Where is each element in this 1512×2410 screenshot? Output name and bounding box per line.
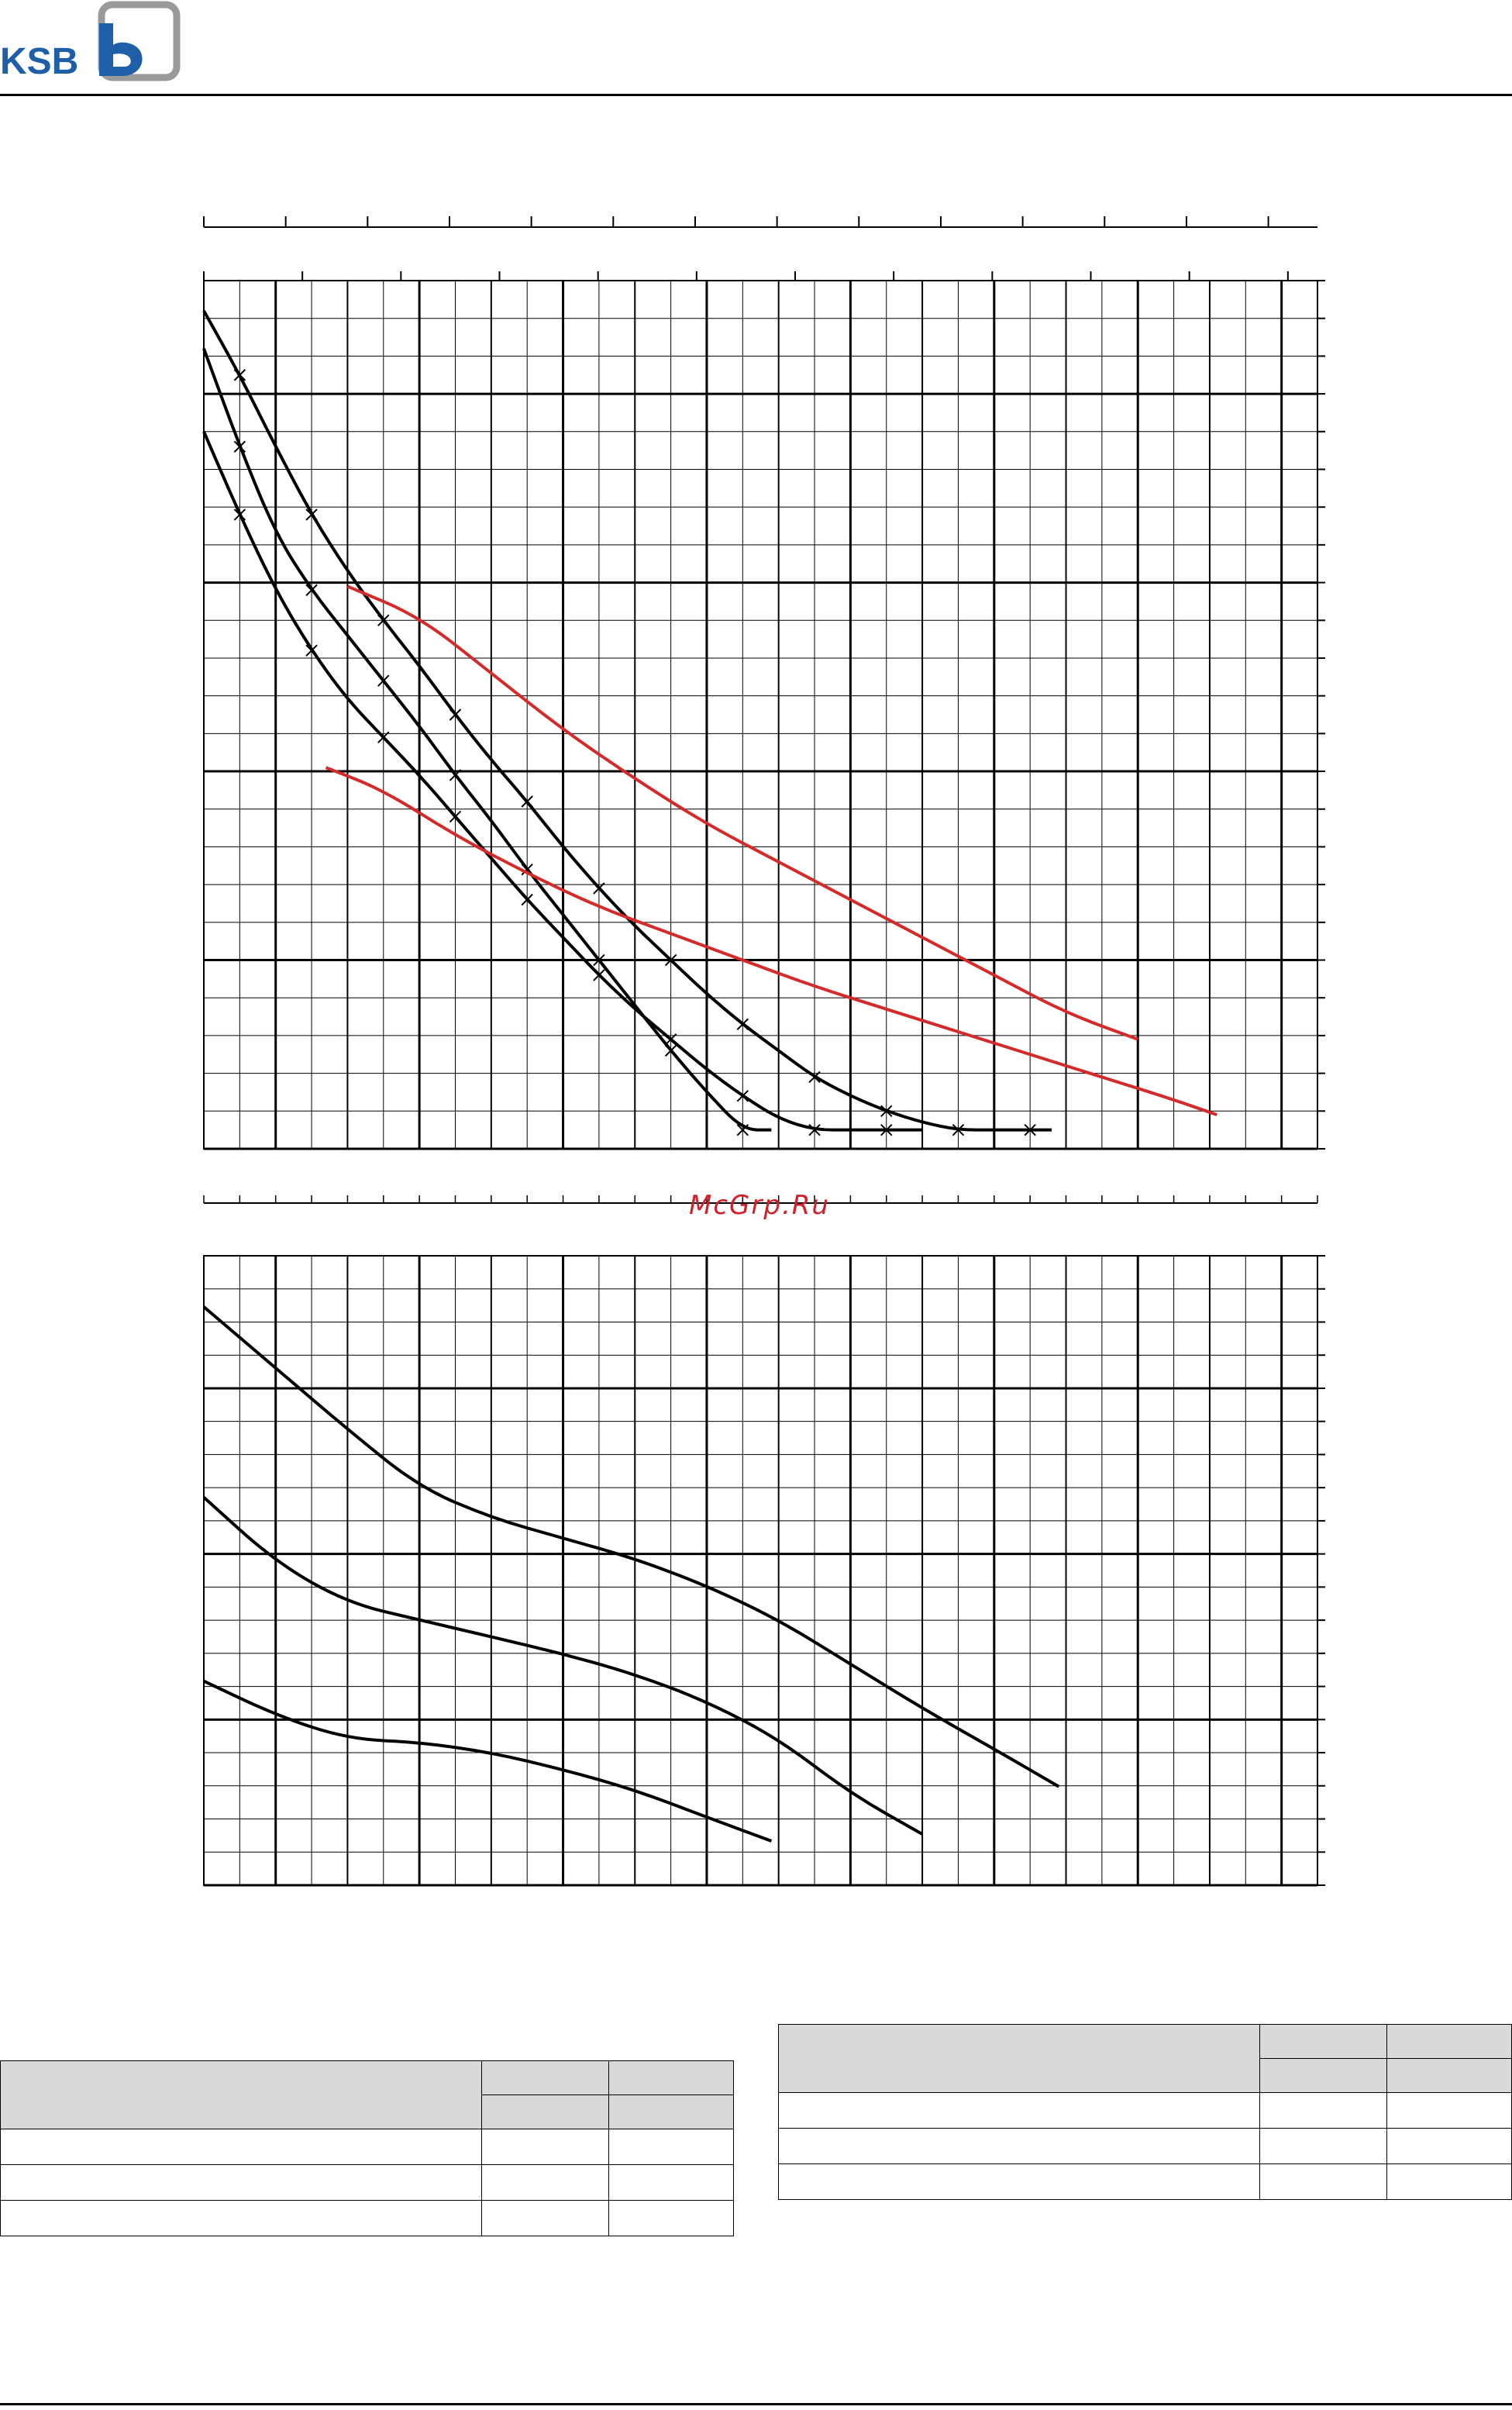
watermark-text: McGrp.Ru (689, 1190, 830, 1221)
table-right-cell (778, 2163, 1260, 2200)
series-marker-1 (593, 969, 605, 981)
series-marker-2 (377, 614, 390, 626)
table-right-cell (1259, 2163, 1387, 2200)
series-marker-0 (233, 440, 246, 453)
series-line-0 (203, 1679, 773, 1843)
table-left-cell (0, 2129, 482, 2165)
table-left (0, 2060, 734, 2236)
table-right-header-cell (1386, 2058, 1512, 2093)
series-line-3 (346, 584, 1138, 1041)
table-right-header-cell (1386, 2024, 1512, 2059)
plot-frame (203, 280, 1318, 1150)
table-left-cell (608, 2129, 734, 2165)
table-left-header-cell (608, 2095, 734, 2129)
ksb-logo-text: KSB (0, 41, 78, 82)
footer-rule (0, 2403, 1512, 2405)
table-right (778, 2024, 1512, 2200)
header-rule (0, 94, 1512, 96)
table-left-cell (608, 2164, 734, 2201)
series-marker-0 (736, 1123, 749, 1136)
table-left-cell (481, 2129, 609, 2165)
series-marker-2 (880, 1105, 893, 1118)
series-marker-1 (521, 893, 533, 906)
series-marker-2 (1024, 1123, 1036, 1136)
series-line-2 (202, 309, 1052, 1132)
series-marker-2 (521, 795, 533, 808)
series-marker-2 (305, 509, 318, 521)
table-right-header-cell (1259, 2058, 1387, 2093)
table-right-cell (1259, 2128, 1387, 2164)
table-left-header-cell (481, 2095, 609, 2129)
series-marker-2 (736, 1018, 749, 1031)
series-marker-1 (305, 644, 318, 657)
series-marker-1 (664, 1033, 677, 1046)
series-marker-2 (233, 369, 246, 381)
table-left-header-cell (481, 2060, 609, 2095)
plot-frame (203, 1255, 1318, 1886)
series-marker-0 (377, 674, 390, 687)
ksb-logo: KSB (0, 1, 181, 82)
series-marker-1 (377, 731, 390, 743)
series-marker-2 (808, 1071, 821, 1084)
ksb-logo-b-icon (99, 23, 143, 76)
series-marker-2 (952, 1123, 965, 1136)
series-line-1 (202, 1496, 924, 1836)
series-marker-1 (736, 1090, 749, 1102)
series-marker-0 (449, 769, 462, 781)
series-marker-0 (593, 953, 605, 967)
series-marker-0 (664, 1044, 677, 1057)
head-flow-chart (202, 216, 1325, 1204)
series-line-4 (325, 766, 1218, 1117)
table-right-cell (1386, 2092, 1512, 2129)
table-left-cell (0, 2164, 482, 2201)
table-right-cell (778, 2092, 1260, 2129)
series-marker-0 (305, 584, 318, 597)
series-marker-1 (880, 1123, 893, 1136)
series-marker-2 (593, 882, 605, 895)
table-right-cell (1259, 2092, 1387, 2129)
series-marker-1 (233, 509, 246, 521)
table-right-header-cell (778, 2024, 1260, 2093)
table-right-cell (1386, 2163, 1512, 2200)
series-line-2 (202, 1305, 1060, 1788)
table-left-cell (481, 2200, 609, 2236)
series-marker-1 (808, 1123, 821, 1136)
series-line-0 (202, 347, 772, 1132)
table-left-cell (0, 2200, 482, 2236)
power-flow-chart (202, 1255, 1325, 1887)
table-right-cell (778, 2128, 1260, 2164)
table-right-cell (1386, 2128, 1512, 2164)
table-left-cell (481, 2164, 609, 2201)
series-marker-1 (449, 810, 462, 823)
table-left-header-cell (0, 2060, 482, 2129)
table-right-header-cell (1259, 2024, 1387, 2059)
table-left-cell (608, 2200, 734, 2236)
series-marker-2 (449, 709, 462, 721)
series-marker-2 (664, 953, 677, 967)
table-left-header-cell (608, 2060, 734, 2095)
